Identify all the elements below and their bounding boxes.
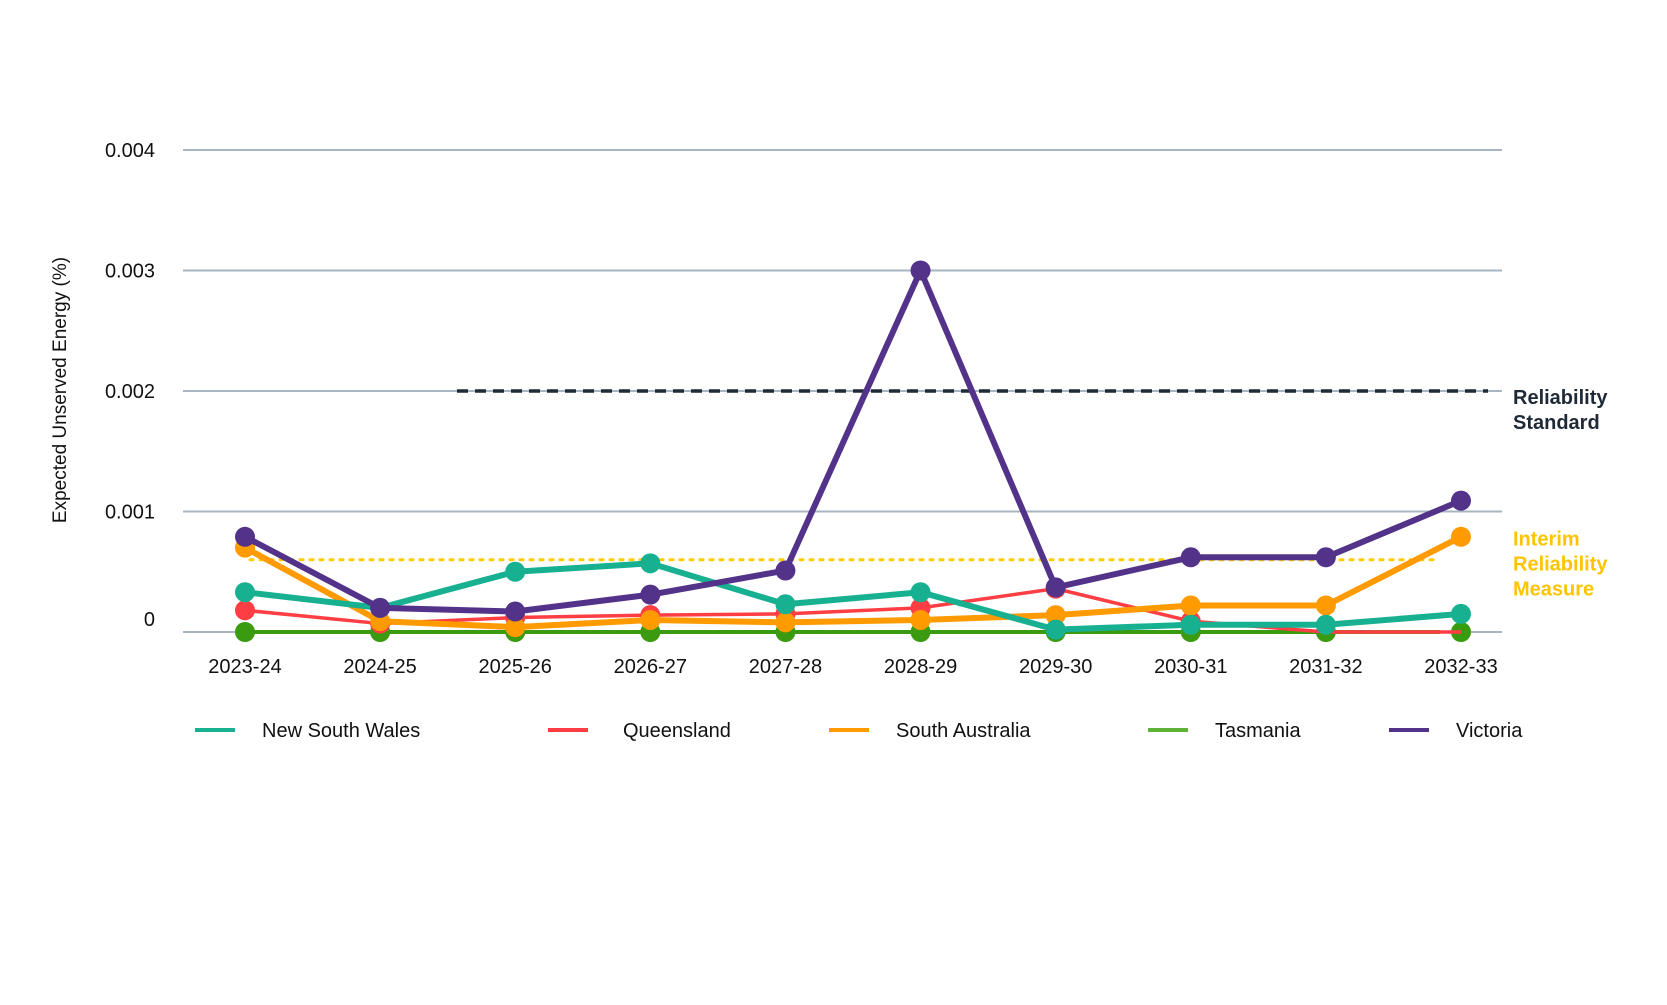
data-point-new-south-wales — [1045, 619, 1066, 640]
reference-line-label: Reliability — [1513, 554, 1608, 576]
data-point-south-australia — [505, 617, 526, 638]
data-point-new-south-wales — [1451, 603, 1471, 624]
reference-line-label: Reliability — [1513, 387, 1608, 409]
y-tick-label: 0.002 — [105, 381, 155, 403]
data-point-south-australia — [910, 609, 931, 630]
x-tick-label: 2023-24 — [208, 656, 281, 678]
x-tick-label: 2025-26 — [479, 656, 552, 678]
legend-label: Victoria — [1456, 720, 1523, 742]
data-point-new-south-wales — [775, 594, 796, 615]
data-point-south-australia — [640, 609, 661, 630]
x-tick-label: 2032-33 — [1424, 656, 1497, 678]
x-tick-label: 2026-27 — [614, 656, 687, 678]
series-line-south-australia — [243, 534, 1463, 631]
data-point-south-australia — [775, 612, 796, 633]
data-point-south-australia — [1180, 595, 1201, 616]
data-point-victoria — [1180, 547, 1201, 568]
data-point-south-australia — [1315, 595, 1336, 616]
data-point-victoria — [1045, 577, 1066, 598]
data-point-tasmania — [235, 622, 255, 642]
legend-label: Tasmania — [1215, 720, 1301, 742]
data-point-queensland — [235, 600, 255, 621]
y-tick-label: 0.004 — [105, 140, 155, 162]
data-point-south-australia — [1451, 526, 1471, 547]
series-line-victoria — [243, 267, 1463, 615]
x-tick-label: 2028-29 — [884, 656, 957, 678]
data-point-victoria — [370, 597, 391, 618]
reference-line-label: Standard — [1513, 412, 1600, 434]
y-axis-label: Expected Unserved Energy (%) — [50, 257, 71, 523]
legend-label: Queensland — [623, 720, 731, 742]
data-point-new-south-wales — [235, 582, 255, 603]
data-point-victoria — [1315, 547, 1336, 568]
data-point-new-south-wales — [640, 553, 661, 574]
y-tick-label: 0 — [144, 609, 155, 631]
x-tick-label: 2030-31 — [1154, 656, 1227, 678]
data-point-new-south-wales — [1180, 614, 1201, 635]
data-point-victoria — [505, 601, 526, 622]
data-point-victoria — [775, 560, 796, 581]
series-line-new-south-wales — [244, 560, 1462, 633]
reference-line-label: Interim — [1513, 529, 1580, 551]
x-tick-label: 2031-32 — [1289, 656, 1362, 678]
data-point-victoria — [235, 526, 255, 547]
data-point-victoria — [1451, 490, 1471, 511]
y-tick-label: 0.003 — [105, 261, 155, 283]
reference-line-label: Measure — [1513, 579, 1594, 601]
data-point-south-australia — [1045, 605, 1066, 626]
legend-label: New South Wales — [262, 720, 420, 742]
data-point-victoria — [640, 584, 661, 605]
x-tick-label: 2029-30 — [1019, 656, 1092, 678]
data-point-victoria — [910, 260, 931, 281]
x-tick-label: 2027-28 — [749, 656, 822, 678]
legend-label: South Australia — [896, 720, 1031, 742]
data-point-new-south-wales — [910, 582, 931, 603]
y-tick-label: 0.001 — [105, 502, 155, 524]
data-point-new-south-wales — [1315, 614, 1336, 635]
data-point-new-south-wales — [505, 561, 526, 582]
x-tick-label: 2024-25 — [343, 656, 416, 678]
